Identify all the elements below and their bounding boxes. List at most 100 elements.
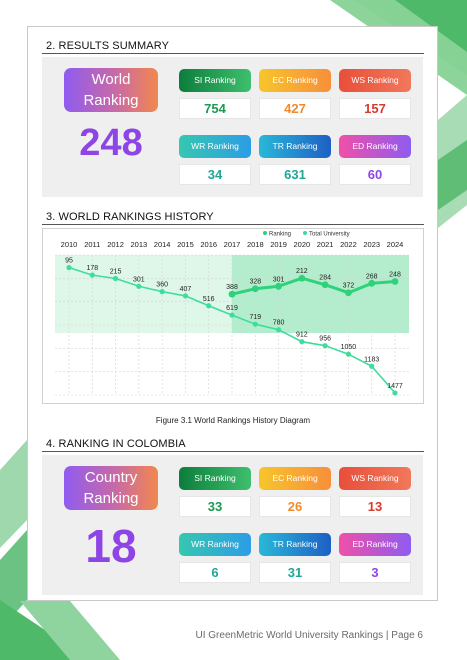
- data-label: 215: [110, 268, 122, 275]
- x-tick-label: 2024: [387, 240, 404, 249]
- ec-ranking-badge: EC Ranking: [259, 69, 331, 92]
- total-university-point: [252, 321, 258, 327]
- data-label: 516: [203, 296, 215, 303]
- total-university-point: [322, 343, 328, 349]
- data-label: 956: [319, 336, 331, 343]
- x-tick-label: 2023: [363, 240, 380, 249]
- tr-ranking-value: 631: [259, 164, 331, 185]
- world-rankings-history-title: 3. WORLD RANKINGS HISTORY: [46, 211, 214, 223]
- total-university-point: [392, 390, 398, 396]
- total-university-point: [229, 312, 235, 318]
- country-ranking-label: Country Ranking: [64, 466, 158, 510]
- tr-ranking-badge: TR Ranking: [259, 135, 331, 158]
- data-label: 1050: [341, 344, 357, 351]
- total-university-point: [66, 265, 72, 271]
- data-label: 407: [180, 286, 192, 293]
- total-university-point: [136, 283, 142, 289]
- data-label: 619: [226, 305, 238, 312]
- results-summary-title: 2. RESULTS SUMMARY: [46, 40, 170, 52]
- ranking-point: [251, 285, 259, 293]
- world-ranking-value: 248: [79, 122, 143, 164]
- x-tick-label: 2017: [224, 240, 241, 249]
- tr-ranking-value: 31: [259, 562, 331, 583]
- x-tick-label: 2021: [317, 240, 334, 249]
- wr-ranking-badge: WR Ranking: [179, 533, 251, 556]
- results-summary-panel: World Ranking 248 SI Ranking 754 EC Rank…: [42, 57, 423, 197]
- chart-caption: Figure 3.1 World Rankings History Diagra…: [155, 416, 311, 425]
- ed-ranking-badge: ED Ranking: [339, 135, 411, 158]
- ranking-point: [321, 281, 329, 289]
- total-university-point: [369, 363, 375, 369]
- ranking-point: [298, 274, 306, 282]
- x-tick-label: 2022: [340, 240, 357, 249]
- total-university-point: [206, 303, 212, 309]
- si-ranking-badge: SI Ranking: [179, 467, 251, 490]
- total-university-point: [182, 293, 189, 299]
- ranking-point: [345, 289, 352, 297]
- legend-marker: [263, 231, 267, 235]
- data-label: 1183: [364, 356, 379, 363]
- page-footer: UI GreenMetric World University Rankings…: [195, 630, 424, 641]
- country-ranking-value: 18: [85, 520, 137, 572]
- wr-ranking-value: 6: [179, 562, 251, 583]
- si-ranking-badge: SI Ranking: [179, 69, 251, 92]
- data-label: 268: [366, 273, 378, 280]
- ed-ranking-value: 60: [339, 164, 411, 185]
- ranking-line: [231, 276, 396, 296]
- ec-ranking-value: 26: [259, 496, 331, 517]
- x-tick-label: 2010: [61, 240, 78, 249]
- x-tick-label: 2013: [131, 240, 148, 249]
- ranking-point: [391, 278, 399, 285]
- total-university-point: [112, 275, 119, 282]
- tr-ranking-badge: TR Ranking: [259, 533, 331, 556]
- data-label: 301: [133, 276, 145, 283]
- x-tick-label: 2014: [154, 240, 171, 249]
- data-label: 301: [273, 276, 285, 283]
- x-tick-label: 2011: [84, 240, 100, 249]
- ranking-point: [228, 290, 236, 298]
- ws-ranking-badge: WS Ranking: [339, 467, 411, 490]
- ed-ranking-value: 3: [339, 562, 411, 583]
- data-label: 1477: [387, 383, 403, 390]
- x-tick-label: 2019: [270, 240, 287, 249]
- total-university-point: [159, 289, 165, 295]
- data-label: 248: [389, 271, 401, 278]
- data-label: 780: [273, 320, 285, 327]
- data-label: 178: [86, 265, 98, 272]
- data-label: 95: [65, 258, 73, 265]
- data-label: 360: [156, 282, 168, 289]
- chart-svg: 2010 2011 2012 2013 2014 2015 2016 2017 2018 2019…: [55, 231, 409, 396]
- total-university-point: [345, 351, 352, 357]
- legend-label: Total University: [309, 232, 350, 238]
- data-label: 372: [343, 283, 355, 290]
- ws-ranking-badge: WS Ranking: [339, 69, 411, 92]
- x-tick-label: 2015: [177, 240, 194, 249]
- rankings-history-chart: 2010 2011 2012 2013 2014 2015 2016 2017 2018 2019…: [42, 228, 424, 404]
- wr-ranking-value: 34: [179, 164, 251, 185]
- data-label: 212: [296, 268, 308, 275]
- colombia-panel: Country Ranking 18 SI Ranking 33 EC Rank…: [42, 455, 423, 595]
- si-ranking-value: 754: [179, 98, 251, 119]
- ec-ranking-badge: EC Ranking: [259, 467, 331, 490]
- ranking-point: [368, 279, 376, 287]
- ed-ranking-badge: ED Ranking: [339, 533, 411, 556]
- ec-ranking-value: 427: [259, 98, 331, 119]
- section-divider: [42, 53, 424, 54]
- data-label: 284: [319, 275, 331, 282]
- data-label: 328: [249, 279, 261, 286]
- section-divider: [42, 451, 424, 452]
- legend-label: Ranking: [269, 232, 291, 238]
- ws-ranking-value: 157: [339, 98, 411, 119]
- wr-ranking-badge: WR Ranking: [179, 135, 251, 158]
- total-university-point: [275, 327, 282, 333]
- x-tick-label: 2016: [200, 240, 217, 249]
- world-ranking-label: World Ranking: [64, 68, 158, 112]
- ranking-in-colombia-title: 4. RANKING IN COLOMBIA: [46, 438, 186, 450]
- x-tick-label: 2012: [107, 240, 124, 249]
- legend-marker: [303, 231, 307, 235]
- data-label: 719: [249, 314, 261, 321]
- x-tick-label: 2020: [294, 240, 311, 249]
- section-divider: [42, 224, 424, 225]
- total-university-point: [299, 339, 305, 345]
